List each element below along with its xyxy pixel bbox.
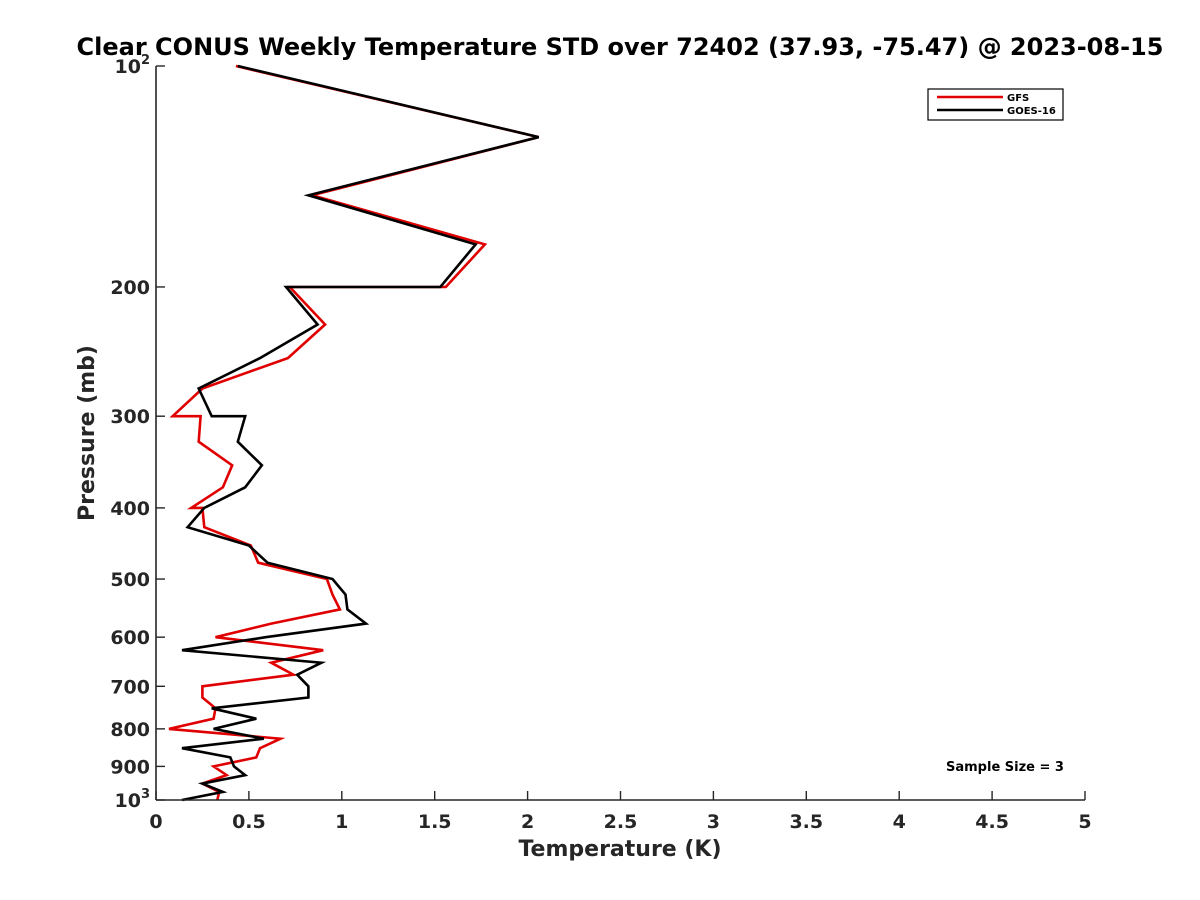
y-tick-label: 500 <box>110 569 150 591</box>
y-tick-exponent: 3 <box>141 787 150 802</box>
y-tick-label: 300 <box>110 406 150 428</box>
x-tick-label: 3 <box>707 811 720 833</box>
legend-label-gfs: GFS <box>1007 93 1029 104</box>
legend-label-goes16: GOES-16 <box>1007 106 1056 117</box>
y-tick-label: 200 <box>110 277 150 299</box>
x-tick-label: 0 <box>149 811 162 833</box>
legend-box <box>927 88 1064 121</box>
plot-area <box>168 64 540 802</box>
series-line-goes16 <box>181 64 540 802</box>
y-tick-label: 103 <box>115 787 151 812</box>
series-line-gfs <box>168 64 540 801</box>
x-tick-label: 2.5 <box>604 811 638 833</box>
x-tick-label: 1 <box>335 811 348 833</box>
x-ticks: 0 0.5 1 1.5 2 2.5 3 3.5 4 4.5 5 <box>149 791 1092 833</box>
y-tick-exponent: 2 <box>141 53 150 68</box>
x-tick-label: 1.5 <box>418 811 452 833</box>
chart-title: Clear CONUS Weekly Temperature STD over … <box>77 33 1164 61</box>
y-tick-label: 800 <box>110 719 150 741</box>
sample-size-annotation: Sample Size = 3 <box>946 760 1064 775</box>
x-tick-label: 3.5 <box>789 811 823 833</box>
y-tick-label: 400 <box>110 498 150 520</box>
y-tick-base: 10 <box>115 790 141 812</box>
y-tick-label: 600 <box>110 627 150 649</box>
legend: GFS GOES-16 <box>927 88 1064 121</box>
x-axis-label: Temperature (K) <box>518 837 721 862</box>
y-tick-label: 700 <box>110 676 150 698</box>
y-tick-label: 900 <box>110 756 150 778</box>
y-axis-label: Pressure (mb) <box>75 345 100 521</box>
y-tick-base: 10 <box>115 56 141 78</box>
y-tick-label: 102 <box>115 53 151 78</box>
x-tick-label: 4.5 <box>975 811 1009 833</box>
x-tick-label: 2 <box>521 811 534 833</box>
x-tick-label: 4 <box>893 811 906 833</box>
x-tick-label: 5 <box>1078 811 1091 833</box>
x-tick-label: 0.5 <box>232 811 266 833</box>
